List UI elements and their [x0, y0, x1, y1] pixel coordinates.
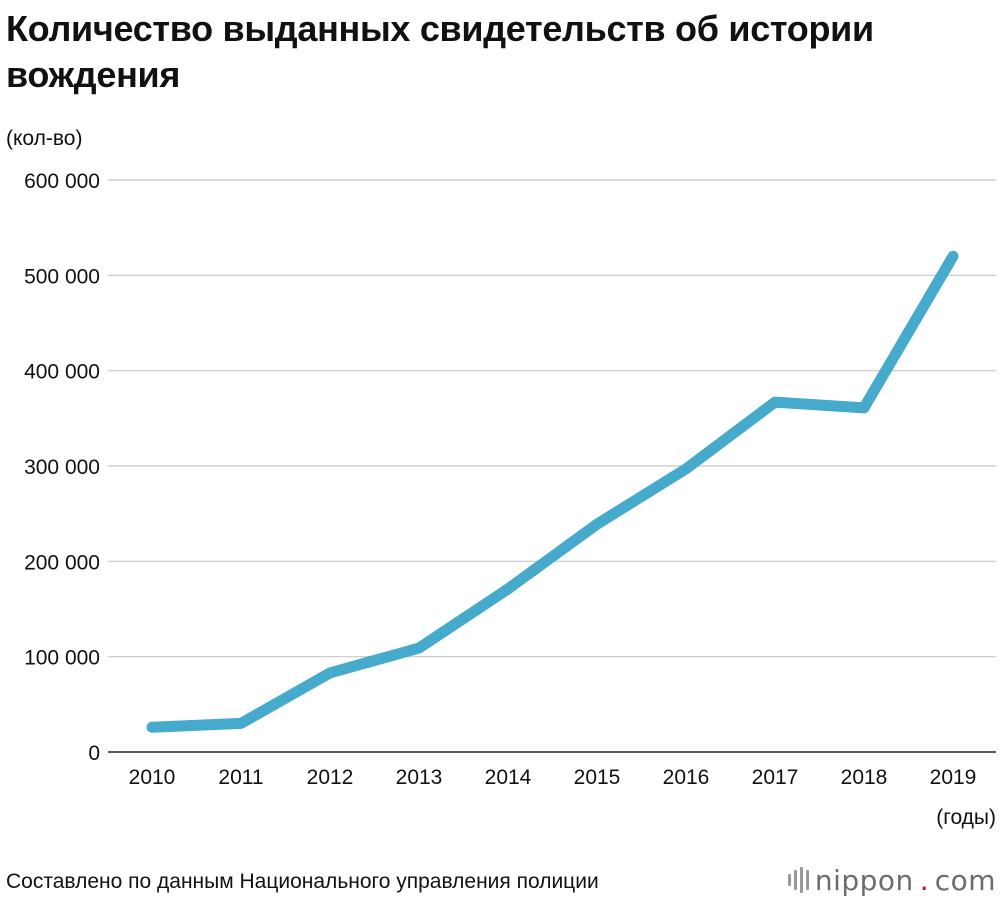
- brand-name: nippon: [814, 863, 914, 897]
- y-tick-label: 200 000: [24, 551, 100, 574]
- x-tick-label: 2010: [129, 766, 176, 789]
- x-tick-label: 2017: [752, 766, 799, 789]
- nippon-logo[interactable]: nippon. com: [787, 862, 996, 898]
- y-axis-label: (кол-во): [6, 127, 82, 150]
- x-tick-label: 2015: [574, 766, 621, 789]
- y-tick-label: 600 000: [24, 170, 100, 193]
- x-tick-label: 2013: [396, 766, 443, 789]
- source-note: Составлено по данным Национального управ…: [6, 870, 599, 893]
- series-line: [146, 250, 959, 733]
- x-axis-label: (годы): [936, 806, 996, 829]
- y-axis-ticks: 0 100 000 200 000 300 000 400 000 500 000 600 …: [24, 170, 100, 765]
- nippon-mark-icon: [787, 867, 809, 893]
- y-tick-label: 400 000: [24, 361, 100, 384]
- x-tick-label: 2019: [930, 766, 977, 789]
- x-tick-label: 2018: [841, 766, 888, 789]
- y-tick-label: 0: [88, 742, 100, 765]
- brand-dot: .: [919, 863, 929, 897]
- chart-title: Количество выданных свидетельств об исто…: [6, 8, 874, 95]
- x-tick-label: 2012: [307, 766, 354, 789]
- brand-tld: com: [934, 863, 996, 897]
- y-tick-label: 300 000: [24, 456, 100, 479]
- x-tick-label: 2014: [485, 766, 532, 789]
- x-tick-label: 2011: [218, 766, 263, 789]
- y-tick-label: 100 000: [24, 647, 100, 670]
- y-tick-label: 500 000: [24, 265, 100, 288]
- gridlines: [108, 179, 996, 753]
- x-axis-ticks: 2010 2011 2012 2013 2014 2015 2016 2017 2018 2019: [129, 766, 977, 789]
- x-tick-label: 2016: [663, 766, 710, 789]
- series-layer: [146, 250, 959, 733]
